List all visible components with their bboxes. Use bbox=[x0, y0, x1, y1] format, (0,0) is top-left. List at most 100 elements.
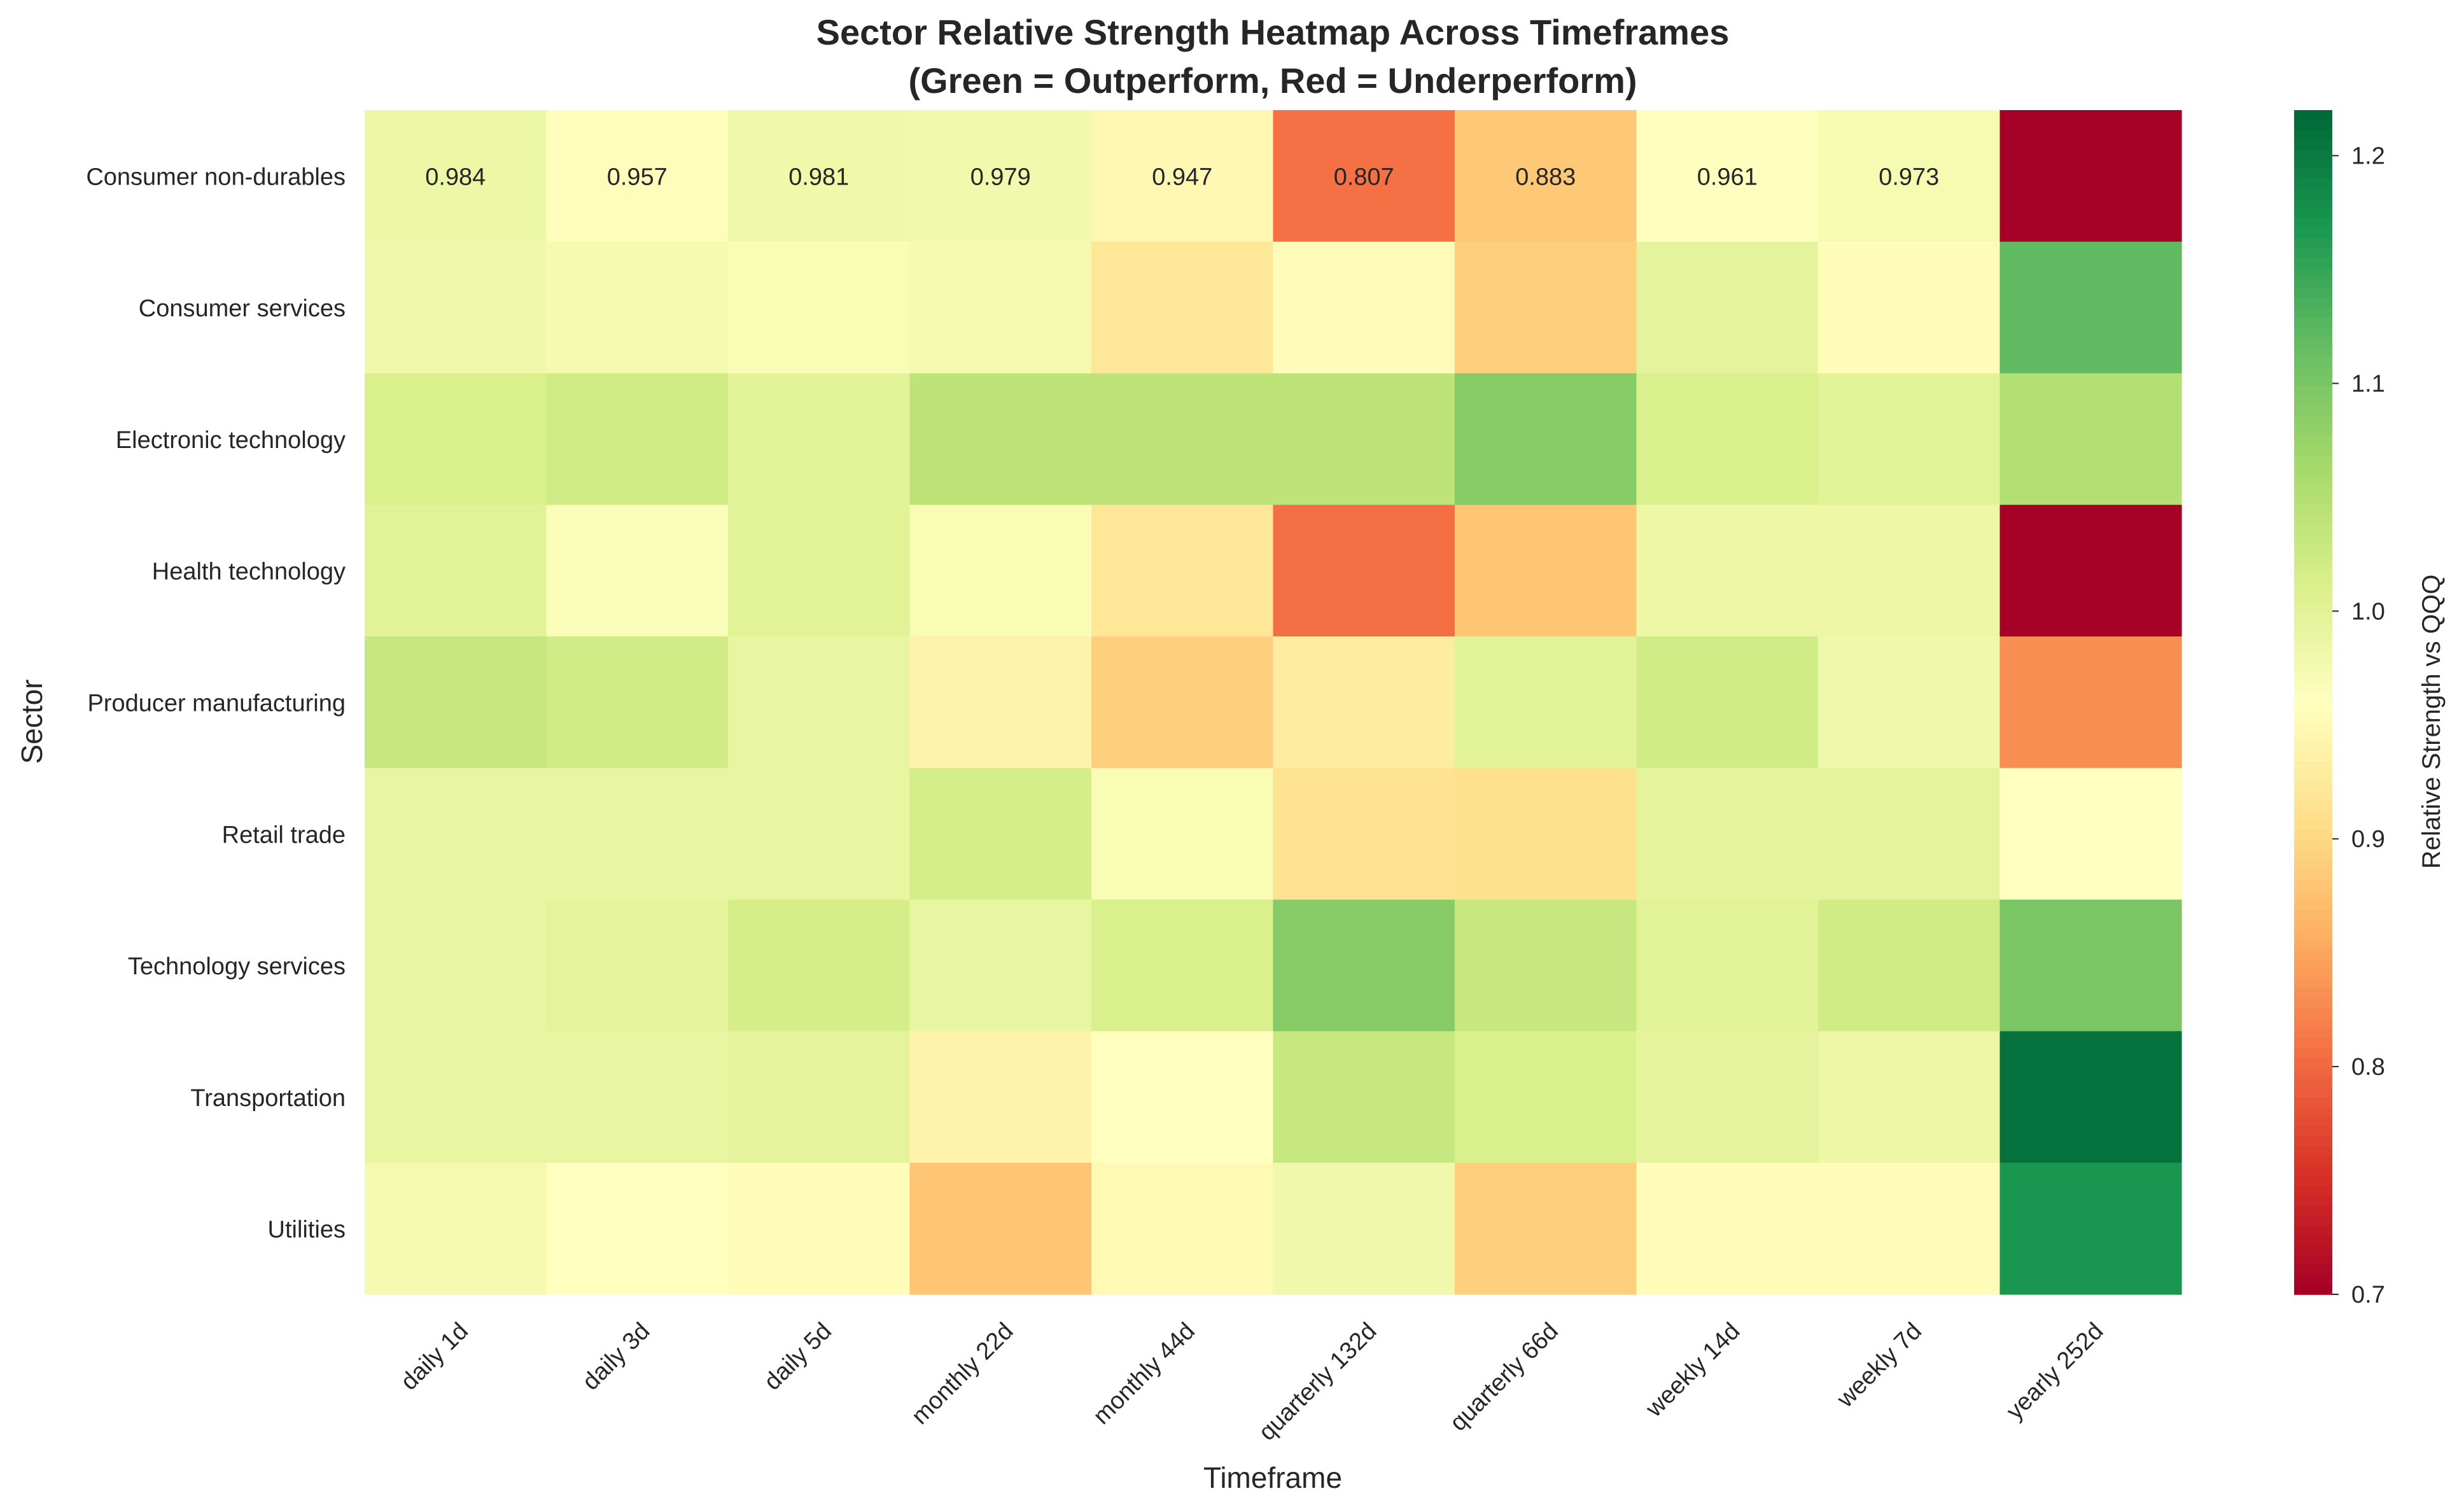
colorbar-segment bbox=[2294, 1136, 2332, 1147]
colorbar-segment bbox=[2294, 120, 2332, 130]
heatmap-cell bbox=[546, 767, 729, 900]
heatmap-cell bbox=[1091, 241, 1274, 374]
colorbar-segment bbox=[2294, 475, 2332, 486]
heatmap-annotations: 0.984 0.957 0.981 0.979 0.947 0.807 0.883 0.961… bbox=[425, 164, 1939, 190]
colorbar-segment bbox=[2294, 435, 2332, 447]
cell-annotation: 0.947 bbox=[1152, 164, 1212, 190]
colorbar-segment bbox=[2294, 1037, 2332, 1049]
colorbar-segment bbox=[2294, 1166, 2332, 1177]
heatmap-cell bbox=[1999, 1031, 2182, 1163]
x-tick-label: weekly 7d bbox=[1831, 1318, 1927, 1413]
x-tick-label: daily 1d bbox=[396, 1318, 473, 1396]
heatmap-cell bbox=[1636, 899, 1819, 1032]
x-tick-label: quarterly 132d bbox=[1254, 1318, 1382, 1446]
colorbar-label: Relative Strength vs QQQ bbox=[2418, 575, 2446, 869]
heatmap-cell bbox=[1273, 636, 1455, 769]
colorbar-segment bbox=[2294, 514, 2332, 526]
colorbar-segment bbox=[2294, 1225, 2332, 1236]
colorbar-segment bbox=[2294, 919, 2332, 930]
heatmap-cell bbox=[1455, 110, 1637, 242]
colorbar-segment bbox=[2294, 110, 2332, 121]
heatmap-cells bbox=[365, 110, 2182, 1295]
colorbar-segment bbox=[2294, 791, 2332, 802]
heatmap-cell bbox=[1455, 767, 1637, 900]
cell-annotation: 0.883 bbox=[1515, 164, 1576, 190]
heatmap-cell bbox=[1999, 899, 2182, 1032]
heatmap-cell bbox=[1636, 1031, 1819, 1163]
colorbar: 0.7 0.8 0.9 1.0 1.1 1.2 bbox=[2294, 110, 2385, 1308]
cell-annotation: 0.984 bbox=[425, 164, 486, 190]
colorbar-segment bbox=[2294, 1235, 2332, 1246]
heatmap-cell bbox=[1455, 505, 1637, 637]
colorbar-segment bbox=[2294, 218, 2332, 229]
colorbar-segment bbox=[2294, 801, 2332, 811]
colorbar-segment bbox=[2294, 1096, 2332, 1108]
colorbar-segment bbox=[2294, 672, 2332, 683]
heatmap-cell bbox=[1818, 373, 2001, 505]
colorbar-tick-label: 0.9 bbox=[2351, 826, 2385, 853]
colorbar-segment bbox=[2294, 445, 2332, 456]
colorbar-segment bbox=[2294, 573, 2332, 585]
heatmap-cell bbox=[728, 373, 911, 505]
heatmap-cell bbox=[1091, 636, 1274, 769]
x-tick-label: yearly 252d bbox=[2001, 1318, 2109, 1425]
heatmap-cell bbox=[728, 767, 911, 900]
colorbar-tick-label: 0.8 bbox=[2351, 1054, 2385, 1081]
colorbar-segment bbox=[2294, 702, 2332, 713]
colorbar-segment bbox=[2294, 228, 2332, 239]
heatmap-cell bbox=[365, 1163, 547, 1295]
colorbar-segment bbox=[2294, 1077, 2332, 1088]
colorbar-segment bbox=[2294, 1047, 2332, 1058]
colorbar-segment bbox=[2294, 860, 2332, 871]
colorbar-segment bbox=[2294, 840, 2332, 851]
colorbar-segment bbox=[2294, 1107, 2332, 1117]
colorbar-segment bbox=[2294, 337, 2332, 347]
colorbar-segment bbox=[2294, 189, 2332, 200]
heatmap-cell bbox=[909, 636, 1092, 769]
colorbar-tick-label: 1.2 bbox=[2351, 143, 2385, 170]
colorbar-segment bbox=[2294, 1156, 2332, 1167]
heatmap-cell bbox=[1999, 767, 2182, 900]
y-tick-label: Health technology bbox=[152, 559, 346, 585]
chart-subtitle: (Green = Outperform, Red = Underperform) bbox=[908, 60, 1637, 101]
x-tick-label: daily 3d bbox=[577, 1318, 655, 1396]
heatmap-cell bbox=[909, 899, 1092, 1032]
heatmap-cell bbox=[1091, 899, 1274, 1032]
colorbar-segment bbox=[2294, 1284, 2332, 1295]
heatmap-cell bbox=[1273, 1163, 1455, 1295]
colorbar-segment bbox=[2294, 830, 2332, 841]
colorbar-segment bbox=[2294, 752, 2332, 762]
colorbar-segment bbox=[2294, 712, 2332, 723]
heatmap-cell bbox=[1455, 1163, 1637, 1295]
heatmap-cell bbox=[546, 505, 729, 637]
heatmap-cell bbox=[1273, 241, 1455, 374]
y-tick-label: Retail trade bbox=[222, 822, 346, 848]
chart-title: Sector Relative Strength Heatmap Across … bbox=[816, 12, 1730, 52]
colorbar-segment bbox=[2294, 317, 2332, 328]
colorbar-segment bbox=[2294, 662, 2332, 673]
heatmap-cell bbox=[909, 1163, 1092, 1295]
y-axis-label: Sector bbox=[15, 680, 48, 764]
x-tick-label: weekly 14d bbox=[1641, 1318, 1746, 1423]
colorbar-segment bbox=[2294, 297, 2332, 308]
heatmap-cell bbox=[909, 373, 1092, 505]
colorbar-segment bbox=[2294, 1175, 2332, 1187]
heatmap-cell bbox=[1818, 505, 2001, 637]
heatmap-cell bbox=[1636, 1163, 1819, 1295]
colorbar-segment bbox=[2294, 1028, 2332, 1039]
colorbar-segment bbox=[2294, 268, 2332, 279]
colorbar-tick-label: 0.7 bbox=[2351, 1282, 2385, 1308]
heatmap-cell bbox=[909, 1031, 1092, 1163]
colorbar-segment bbox=[2294, 958, 2332, 970]
heatmap-cell bbox=[546, 373, 729, 505]
colorbar-segment bbox=[2294, 347, 2332, 358]
heatmap-cell bbox=[1091, 505, 1274, 637]
colorbar-segment bbox=[2294, 633, 2332, 644]
colorbar-segment bbox=[2294, 277, 2332, 288]
heatmap-cell bbox=[1636, 767, 1819, 900]
colorbar-segment bbox=[2294, 929, 2332, 940]
heatmap-cell bbox=[546, 899, 729, 1032]
colorbar-segment bbox=[2294, 130, 2332, 141]
heatmap-cell bbox=[1455, 1031, 1637, 1163]
colorbar-segment bbox=[2294, 367, 2332, 377]
